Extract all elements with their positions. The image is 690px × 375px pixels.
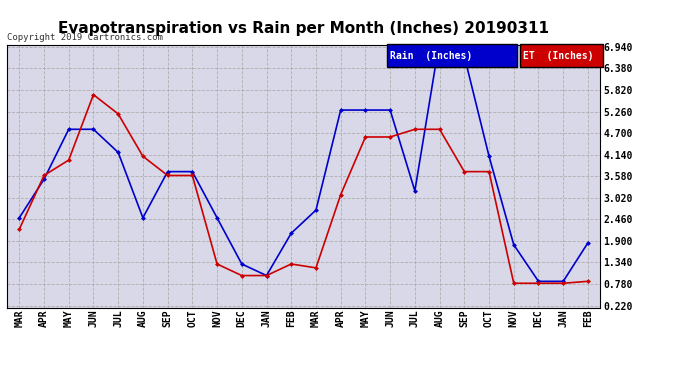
Text: Copyright 2019 Cartronics.com: Copyright 2019 Cartronics.com bbox=[7, 33, 163, 42]
FancyBboxPatch shape bbox=[520, 44, 603, 68]
Text: ET  (Inches): ET (Inches) bbox=[523, 51, 593, 60]
Text: Evapotranspiration vs Rain per Month (Inches) 20190311: Evapotranspiration vs Rain per Month (In… bbox=[58, 21, 549, 36]
FancyBboxPatch shape bbox=[386, 44, 518, 68]
Text: Rain  (Inches): Rain (Inches) bbox=[390, 51, 472, 60]
